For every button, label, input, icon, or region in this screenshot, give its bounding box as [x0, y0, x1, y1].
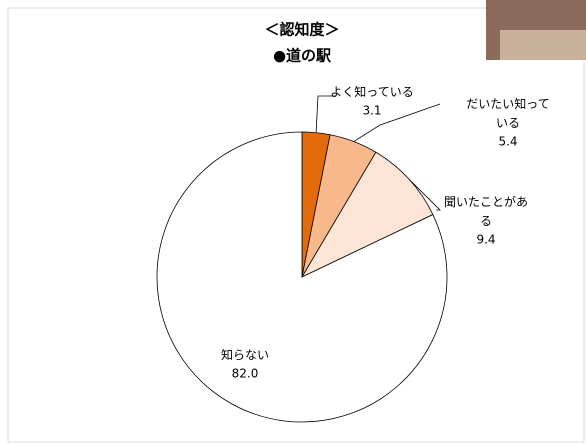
label-line: 聞いたことがあ — [444, 194, 528, 209]
category-label: よく知っている — [330, 85, 413, 99]
value-label: 3.1 — [362, 104, 381, 118]
label-line: よく知っている — [330, 85, 413, 99]
chart-title: ＜認知度＞ — [264, 21, 339, 39]
category-label: 知らない — [221, 348, 269, 362]
photo-detail — [500, 30, 586, 60]
category-label: だいたい知っている — [466, 97, 549, 130]
pie-slice — [156, 131, 448, 423]
chart-subtitle: ●道の駅 — [273, 47, 332, 65]
label-line: いる — [496, 116, 520, 130]
value-label: 9.4 — [476, 233, 495, 247]
value-label: 5.4 — [498, 135, 517, 149]
leader-line — [353, 103, 441, 142]
label-line: だいたい知って — [466, 97, 549, 111]
leader-line — [315, 95, 336, 133]
leader-line — [408, 178, 441, 211]
label-line: る — [480, 214, 492, 228]
value-label: 82.0 — [232, 367, 259, 381]
label-line: 知らない — [221, 348, 269, 362]
category-label: 聞いたことがある — [444, 194, 528, 228]
pie-slice — [300, 151, 434, 278]
